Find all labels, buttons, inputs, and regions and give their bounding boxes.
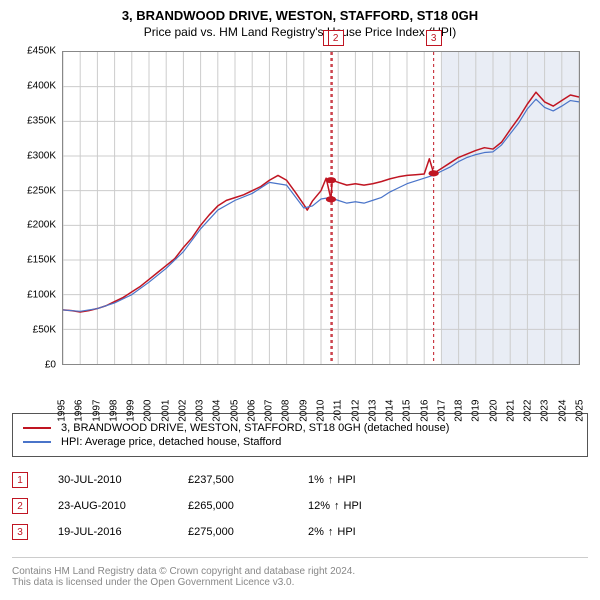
y-tick-label: £0: [45, 360, 56, 371]
footer: Contains HM Land Registry data © Crown c…: [12, 557, 588, 588]
x-tick-label: 2009: [298, 400, 309, 422]
legend-row: 3, BRANDWOOD DRIVE, WESTON, STAFFORD, ST…: [23, 422, 577, 434]
x-tick-label: 1998: [108, 400, 119, 422]
y-tick-label: £300K: [27, 150, 56, 161]
chart-area: £0 £50K £100K £150K £200K £250K £300K £350K £400…: [12, 45, 588, 405]
x-tick-label: 2011: [333, 400, 344, 422]
title-block: 3, BRANDWOOD DRIVE, WESTON, STAFFORD, ST…: [12, 8, 588, 39]
y-axis-labels: £0£50K£100K£150K£200K£250K£300K£350K£400…: [12, 51, 60, 365]
x-tick-label: 2001: [160, 400, 171, 422]
x-tick-label: 2018: [454, 400, 465, 422]
y-tick-label: £400K: [27, 80, 56, 91]
legend-label: HPI: Average price, detached house, Staf…: [61, 436, 281, 448]
sale-badge: 1: [12, 472, 28, 488]
sale-price: £265,000: [188, 500, 308, 512]
sale-price: £275,000: [188, 526, 308, 538]
sale-row: 2 23-AUG-2010£265,00012% ↑ HPI: [12, 493, 588, 519]
legend-row: HPI: Average price, detached house, Staf…: [23, 436, 577, 448]
arrow-up-icon: ↑: [334, 500, 340, 512]
x-tick-label: 2012: [350, 400, 361, 422]
x-tick-label: 1996: [74, 400, 85, 422]
y-tick-label: £450K: [27, 46, 56, 57]
x-tick-label: 2019: [471, 400, 482, 422]
sale-pct: 12%: [308, 500, 330, 512]
x-tick-label: 2000: [143, 400, 154, 422]
footer-line-2: This data is licensed under the Open Gov…: [12, 577, 588, 588]
x-tick-label: 2022: [523, 400, 534, 422]
sale-price: £237,500: [188, 474, 308, 486]
y-tick-label: £350K: [27, 115, 56, 126]
page: 3, BRANDWOOD DRIVE, WESTON, STAFFORD, ST…: [0, 0, 600, 600]
arrow-up-icon: ↑: [328, 474, 334, 486]
sale-badge: 2: [12, 498, 28, 514]
x-tick-label: 2025: [575, 400, 586, 422]
sale-vs-hpi: 2% ↑HPI: [308, 526, 588, 538]
y-tick-label: £50K: [33, 325, 56, 336]
chart-title: 3, BRANDWOOD DRIVE, WESTON, STAFFORD, ST…: [12, 8, 588, 23]
y-tick-label: £100K: [27, 290, 56, 301]
sale-vs-hpi: 1% ↑HPI: [308, 474, 588, 486]
sale-date: 23-AUG-2010: [58, 500, 188, 512]
x-axis-labels: 1995199619971998199920002001200220032004…: [62, 367, 580, 405]
x-tick-label: 2014: [385, 400, 396, 422]
chart-svg: [63, 52, 579, 364]
x-tick-label: 2007: [264, 400, 275, 422]
sale-marker-label: 3: [426, 30, 442, 46]
x-tick-label: 2024: [557, 400, 568, 422]
plot-region: 123: [62, 51, 580, 365]
x-tick-label: 2013: [367, 400, 378, 422]
arrow-up-icon: ↑: [328, 526, 334, 538]
y-tick-label: £150K: [27, 255, 56, 266]
x-tick-label: 2023: [540, 400, 551, 422]
y-tick-label: £250K: [27, 185, 56, 196]
sale-vs-label: HPI: [337, 526, 355, 538]
legend-swatch: [23, 441, 51, 443]
x-tick-label: 2008: [281, 400, 292, 422]
sale-row: 3 19-JUL-2016£275,0002% ↑HPI: [12, 519, 588, 545]
x-tick-label: 2017: [436, 400, 447, 422]
sales-table: 130-JUL-2010£237,5001%↑HPI223-AUG-2010£2…: [12, 467, 588, 545]
x-tick-label: 1995: [57, 400, 68, 422]
sale-pct: 1%: [308, 474, 324, 486]
sale-date: 19-JUL-2016: [58, 526, 188, 538]
legend-label: 3, BRANDWOOD DRIVE, WESTON, STAFFORD, ST…: [61, 422, 449, 434]
x-tick-label: 2015: [402, 400, 413, 422]
x-tick-label: 1997: [91, 400, 102, 422]
chart-subtitle: Price paid vs. HM Land Registry's House …: [12, 25, 588, 39]
x-tick-label: 1999: [126, 400, 137, 422]
sale-marker-label: 2: [328, 30, 344, 46]
footer-line-1: Contains HM Land Registry data © Crown c…: [12, 566, 588, 577]
legend-swatch: [23, 427, 51, 429]
sale-vs-label: HPI: [337, 474, 355, 486]
sale-date: 30-JUL-2010: [58, 474, 188, 486]
x-tick-label: 2002: [177, 400, 188, 422]
y-tick-label: £200K: [27, 220, 56, 231]
x-tick-label: 2003: [195, 400, 206, 422]
sale-vs-label: HPI: [344, 500, 362, 512]
sale-row: 1 30-JUL-2010£237,5001% ↑HPI: [12, 467, 588, 493]
x-tick-label: 2006: [246, 400, 257, 422]
x-tick-label: 2005: [229, 400, 240, 422]
x-tick-label: 2020: [488, 400, 499, 422]
x-tick-label: 2004: [212, 400, 223, 422]
sale-badge: 3: [12, 524, 28, 540]
sale-vs-hpi: 12% ↑ HPI: [308, 500, 588, 512]
x-tick-label: 2010: [316, 400, 327, 422]
x-tick-label: 2016: [419, 400, 430, 422]
x-tick-label: 2021: [505, 400, 516, 422]
sale-pct: 2%: [308, 526, 324, 538]
